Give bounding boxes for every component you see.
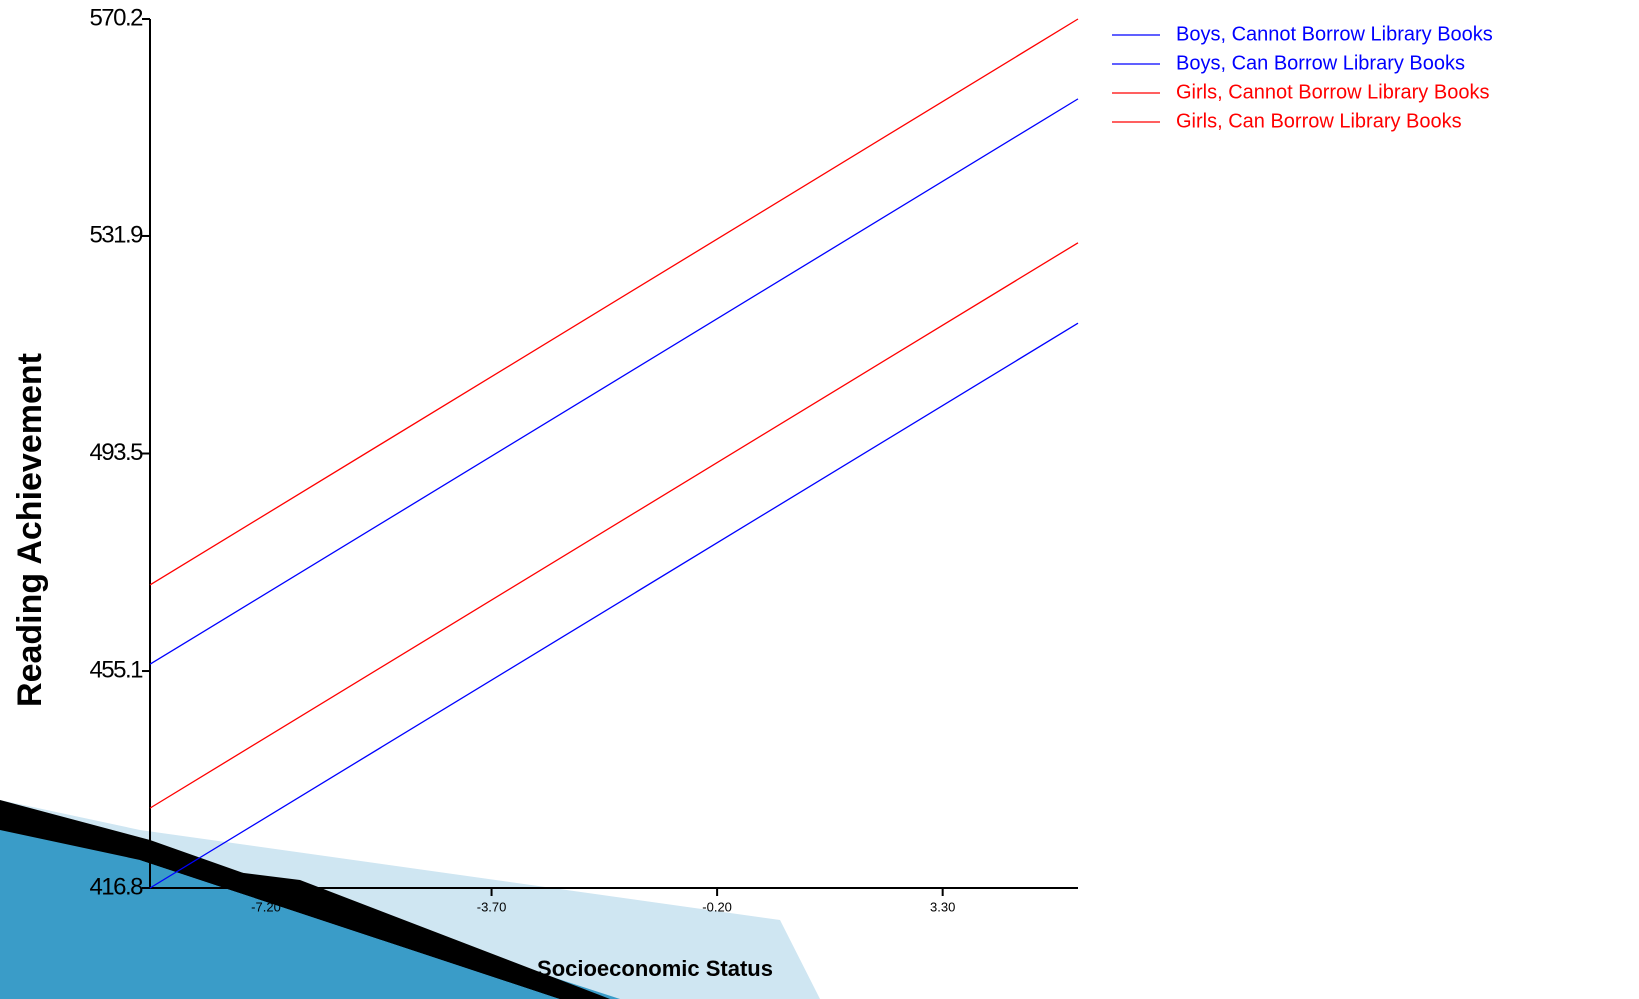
x-axis-label: Socioeconomic Status [537, 956, 773, 981]
series-line [150, 19, 1078, 585]
y-tick-label: 493.5 [89, 439, 143, 466]
y-tick-label: 570.2 [89, 4, 143, 31]
x-tick-label: -3.70 [477, 899, 507, 914]
legend-label: Boys, Cannot Borrow Library Books [1176, 23, 1493, 45]
x-tick-label: -7.20 [251, 899, 281, 914]
series-line [150, 99, 1078, 664]
legend-label: Girls, Cannot Borrow Library Books [1176, 81, 1489, 103]
series-line [150, 243, 1078, 808]
legend-label: Boys, Can Borrow Library Books [1176, 52, 1465, 74]
chart: Socioeconomic Status Reading Achievement… [0, 0, 1639, 999]
y-tick-label: 531.9 [89, 221, 143, 248]
series-line [150, 323, 1078, 888]
x-tick-label: 3.30 [930, 899, 955, 914]
legend-label: Girls, Can Borrow Library Books [1176, 110, 1462, 132]
x-tick-label: -0.20 [702, 899, 732, 914]
y-tick-label: 455.1 [89, 656, 143, 683]
y-tick-label: 416.8 [89, 873, 143, 900]
y-axis-label: Reading Achievement [11, 353, 49, 707]
